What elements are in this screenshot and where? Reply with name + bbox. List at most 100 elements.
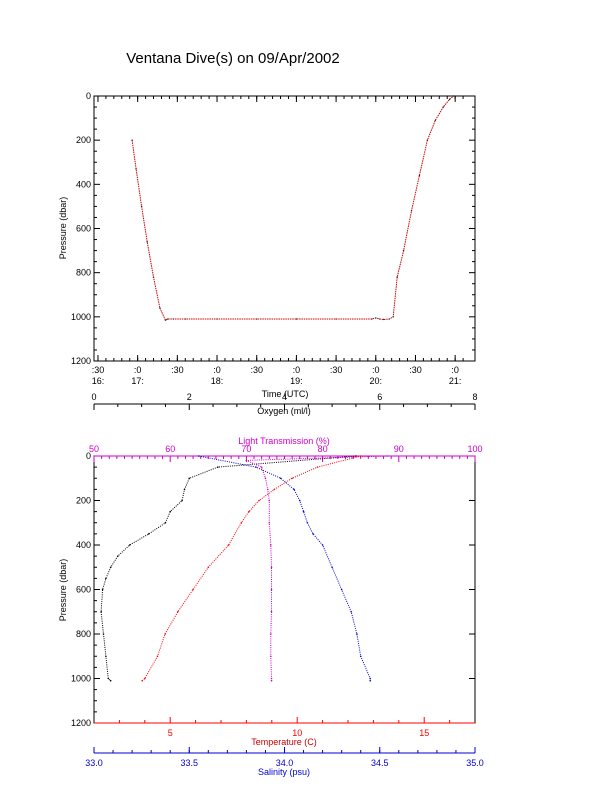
depth-point [167, 318, 169, 320]
y-tick-label: 400 [76, 179, 91, 189]
depth-point [146, 241, 148, 243]
oxygen-point [217, 466, 219, 468]
depth-point [131, 139, 133, 141]
oxygen-point [181, 499, 183, 502]
oxygen-point [128, 544, 131, 546]
depth-point [335, 318, 337, 320]
temperature-point [156, 655, 159, 658]
oxygen-point [101, 588, 104, 591]
temperature-axis-label: Temperature (C) [251, 737, 317, 747]
light_transmission-point [270, 677, 273, 680]
light_transmission-point [264, 477, 267, 480]
y-axis-label-pressure: Pressure (dbar) [58, 197, 68, 260]
light_transmission-point [268, 521, 271, 524]
x-tick-label: :30 [92, 365, 105, 375]
oxygen-point [109, 566, 112, 569]
depth-point [418, 174, 421, 177]
light_transmission-point [270, 679, 273, 682]
salinity-point [369, 677, 372, 680]
light-tick-label: 90 [394, 444, 404, 454]
y-tick-label: 600 [76, 585, 91, 595]
light_transmission-point [260, 466, 263, 468]
depth-point [371, 318, 373, 320]
y-tick-label: 200 [76, 135, 91, 145]
temperature-point [192, 588, 194, 591]
x-axis-label-time: Time (UTC) [262, 389, 309, 399]
light-tick-label: 100 [467, 444, 482, 454]
y-tick-label: 0 [86, 451, 91, 461]
oxygen-point [100, 610, 102, 613]
salinity-point [197, 455, 200, 457]
temperature-point [258, 499, 260, 502]
plot-frame [93, 455, 476, 724]
light_transmission-point [245, 459, 248, 462]
x-tick-label: 18: [211, 376, 224, 386]
oxygen-point [164, 521, 167, 524]
salinity-point [356, 633, 358, 635]
temperature-tick-label: 15 [419, 728, 429, 738]
y-tick-label: 200 [76, 496, 91, 506]
depth-point [184, 318, 186, 320]
salinity-point [279, 477, 282, 480]
light_transmission-point [270, 588, 273, 591]
y-tick-label: 600 [76, 224, 91, 234]
light_transmission-point [269, 544, 272, 546]
oxygen-tick-label: 0 [91, 392, 96, 402]
depth-point [442, 106, 444, 108]
temperature-tick-label: 5 [168, 728, 173, 738]
salinity-point [369, 679, 372, 682]
light_transmission-point [270, 610, 273, 613]
depth-point [295, 318, 298, 320]
oxygen-axis-label: Oxygen (ml/l) [257, 406, 311, 416]
x-tick-label: 17: [131, 376, 144, 386]
temperature-profile-line [141, 455, 361, 682]
oxygen-tick-label: 4 [282, 392, 287, 402]
light-transmission-axis-label: Light Transmission (%) [238, 436, 330, 446]
depth-point [434, 119, 437, 121]
oxygen-point [102, 633, 105, 635]
temperature-point [177, 610, 179, 613]
depth-point [388, 318, 390, 320]
oxygen-point [105, 655, 107, 658]
temperature-point [141, 679, 144, 682]
light_transmission-point [269, 633, 272, 635]
oxygen-point [105, 577, 107, 580]
oxygen-profile-line [100, 455, 356, 682]
x-tick-label: 20: [370, 376, 383, 386]
salinity-profile-line [198, 455, 371, 681]
temperature-point [227, 544, 230, 546]
salinity-tick-label: 34.5 [371, 758, 389, 768]
oxygen-point [147, 533, 150, 535]
x-tick-label: :0 [372, 365, 380, 375]
salinity-axis-label: Salinity (psu) [258, 767, 310, 777]
oxygen-point [107, 677, 110, 680]
salinity-tick-label: 35.0 [466, 758, 484, 768]
light-tick-label: 70 [241, 444, 251, 454]
oxygen-tick-label: 2 [187, 392, 192, 402]
salinity-tick-label: 33.5 [180, 758, 198, 768]
y-tick-label: 1000 [71, 312, 91, 322]
oxygen-point [109, 679, 112, 682]
y-tick-label: 1200 [71, 356, 91, 366]
depth-point [392, 316, 394, 318]
depth-point [383, 318, 385, 321]
temperature-point [207, 566, 210, 569]
salinity-point [255, 466, 257, 468]
light_transmission-point [266, 488, 269, 491]
salinity-tick-label: 33.0 [85, 758, 103, 768]
x-tick-label: :0 [134, 365, 142, 375]
light_transmission-point [269, 655, 272, 658]
temperature-point [316, 466, 319, 468]
y-tick-label: 1000 [71, 674, 91, 684]
light_transmission-point [270, 566, 273, 569]
y-tick-label: 800 [76, 268, 91, 278]
oxygen-tick-label: 8 [472, 392, 477, 402]
salinity-point [293, 488, 295, 491]
depth-point [375, 317, 377, 319]
depth-point [135, 168, 137, 170]
temperature-point [273, 488, 276, 491]
x-tick-label: :30 [250, 365, 263, 375]
oxygen-tick-label: 6 [377, 392, 382, 402]
oxygen-point [117, 555, 119, 557]
